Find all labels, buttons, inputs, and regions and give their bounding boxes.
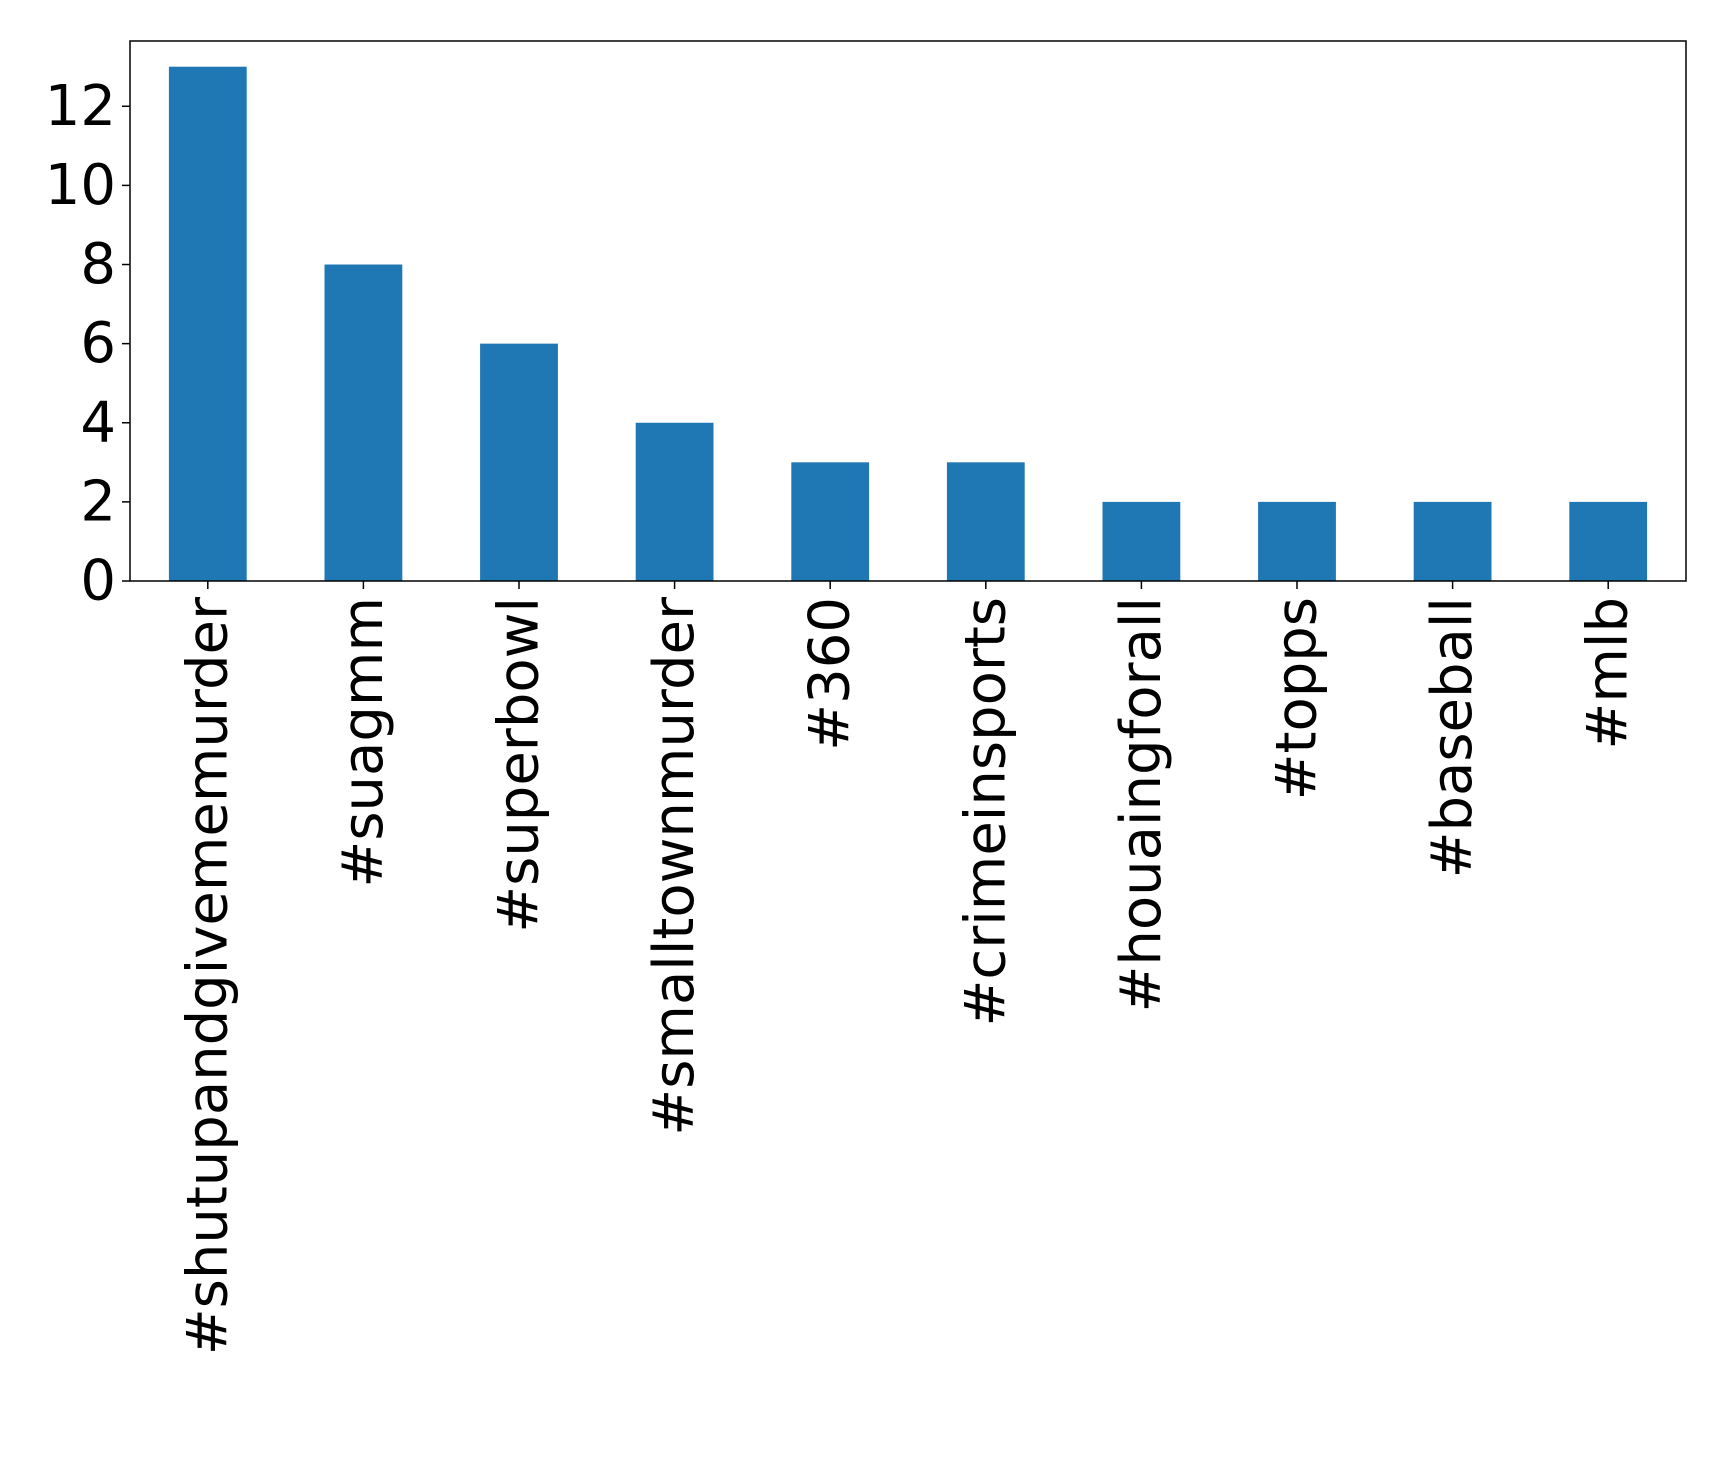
bar-smalltownmurder [635,422,714,581]
bar-baseball [1413,501,1492,581]
x-tick-label: #360 [798,597,863,751]
y-axis: 0 2 4 6 8 10 12 [45,74,130,614]
x-tick-label: #shutupandgivememurder [175,596,240,1355]
x-tick-label: #smalltownmurder [642,596,707,1136]
bar-360 [791,462,870,581]
bar-mlb [1569,501,1648,581]
plot-frame [129,40,1687,582]
x-tick-label: #baseball [1420,597,1485,878]
x-tick-label: #houaingforall [1109,597,1174,1013]
x-axis: #shutupandgivememurder #suagmm #superbowl #… [175,581,1641,1355]
bar-houaingforall [1102,501,1181,581]
y-tick-label: 0 [80,549,116,614]
bar-topps [1258,501,1336,581]
x-tick-label: #suagmm [331,597,396,888]
y-tick-label: 8 [80,232,116,297]
y-tick-label: 6 [80,311,116,376]
y-tick-label: 10 [45,153,116,218]
x-tick-label: #superbowl [487,597,552,933]
y-tick-label: 4 [80,390,116,455]
y-tick-label: 12 [45,74,116,139]
bars-layer [168,66,1648,581]
x-tick-label: #crimeinsports [953,597,1018,1027]
x-tick-label: #mlb [1576,597,1641,750]
bar-superbowl [480,343,558,581]
y-tick-label: 2 [80,469,116,534]
bar-shutupandgivememurder [168,66,247,581]
x-tick-label: #topps [1265,597,1330,800]
bar-crimeinsports [946,462,1025,581]
bar-suagmm [324,264,403,581]
